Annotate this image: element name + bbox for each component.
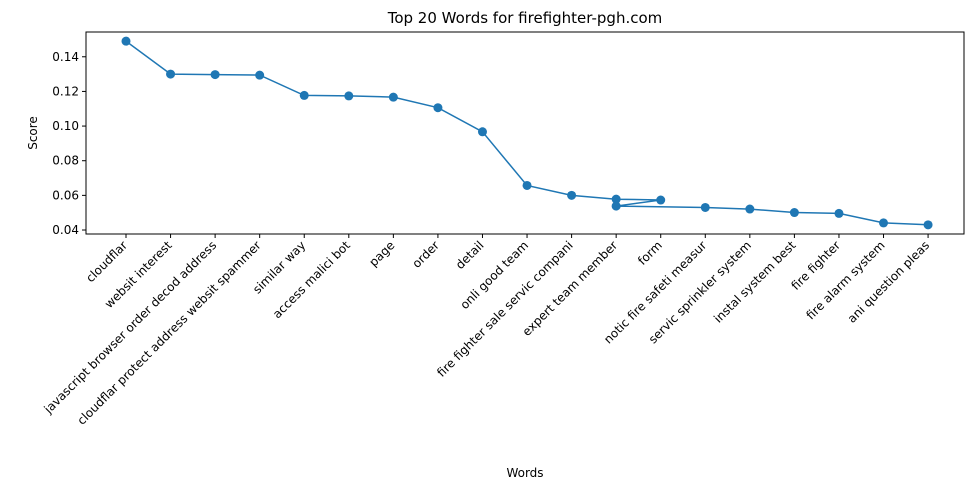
data-point [611,201,621,211]
y-tick-label: 0.12 [52,84,79,98]
data-point [834,208,844,218]
x-tick-label: form [635,238,665,268]
data-point [210,70,220,80]
x-tick-label: fire alarm system [803,238,887,322]
data-point [879,218,889,228]
series-score [121,36,933,230]
data-point [656,195,666,205]
data-point [567,190,577,200]
y-tick-label: 0.06 [52,188,79,202]
plot-area-frame [85,31,965,235]
chart-title: Top 20 Words for firefighter-pgh.com [387,9,663,27]
data-point [923,220,933,230]
data-point [789,208,799,218]
x-tick-label: cloudflar [83,238,130,285]
y-tick-label: 0.10 [52,119,79,133]
data-point [344,91,354,101]
x-tick-label: access malici bot [270,238,353,321]
data-point [255,70,265,80]
x-tick-label: order [410,238,443,271]
data-point [433,103,443,113]
x-tick-label: detail [453,238,487,272]
x-tick-label: instal system best [711,238,799,326]
y-tick-label: 0.08 [52,154,79,168]
x-tick-label: ani question pleas [845,238,932,325]
data-point [611,194,621,204]
data-point [121,36,131,46]
data-point [166,69,176,79]
data-point [745,204,755,214]
y-tick-label: 0.14 [52,50,79,64]
data-point [299,90,309,100]
data-point [522,180,532,190]
y-tick-label: 0.04 [52,223,79,237]
y-axis: 0.04 0.06 0.08 0.10 0.12 0.14 [52,50,86,237]
data-point [477,127,487,137]
data-point [700,202,710,212]
data-point [388,92,398,102]
x-axis-label: Words [506,466,543,480]
y-axis-label: Score [26,116,40,150]
x-tick-label: page [366,238,397,269]
series-line [125,40,929,226]
x-tick-label: javascript browser order decod address [41,238,220,417]
